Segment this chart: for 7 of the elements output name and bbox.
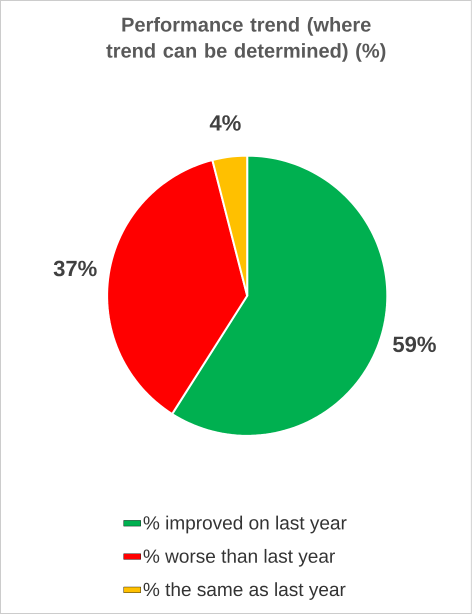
data-label: 4% xyxy=(210,115,241,131)
data-label: 59% xyxy=(393,336,436,352)
legend-label: % worse than last year xyxy=(144,548,336,567)
data-label: 37% xyxy=(54,260,97,276)
legend-label: % the same as last year xyxy=(144,582,346,600)
chart-title: Performance trend (where trend can be determined) (%) xyxy=(106,17,386,62)
legend-label: % improved on last year xyxy=(144,516,347,534)
